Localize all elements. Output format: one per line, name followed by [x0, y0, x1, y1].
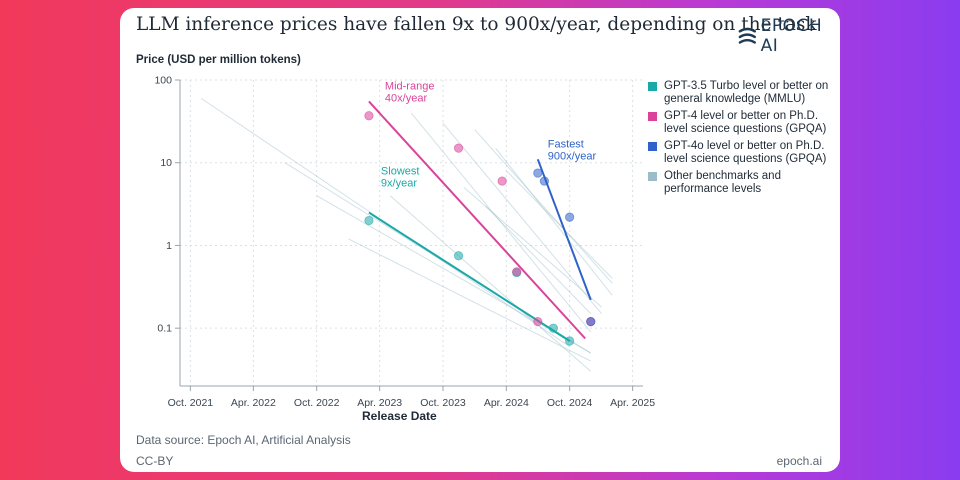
data-point-mmlu	[548, 323, 558, 333]
data-point-gpqa_gpt4	[364, 111, 374, 121]
epoch-logo-icon	[738, 27, 757, 44]
data-point-gpqa_gpt4o	[565, 212, 575, 222]
chart-svg: 100 10 1 0.1 Oct. 2021 Apr. 2022 Oct. 2022 Apr.…	[154, 75, 655, 409]
y-tick-label: 100	[154, 75, 172, 87]
legend-swatch-other	[648, 172, 657, 181]
legend-label-mmlu: GPT-3.5 Turbo level or better on general…	[664, 80, 829, 105]
grid-layer	[180, 79, 643, 386]
data-point-gpqa_gpt4o	[586, 317, 596, 327]
legend: GPT-3.5 Turbo level or better on general…	[648, 80, 838, 200]
legend-item-gpqa-gpt4o: GPT-4o level or better on Ph.D. level sc…	[648, 140, 838, 165]
chart-card: LLM inference prices have fallen 9x to 9…	[120, 8, 840, 472]
y-tick-label: 0.1	[157, 323, 172, 335]
data-point-gpqa_gpt4	[533, 317, 543, 327]
data-point-gpqa_gpt4	[497, 176, 507, 186]
other-trend-line	[463, 187, 602, 308]
point-layer	[364, 111, 596, 346]
other-trend-line	[474, 129, 613, 284]
data-point-gpqa_gpt4o	[533, 168, 543, 178]
trend-annotation-mmlu: Slowest	[381, 166, 420, 178]
other-trend-line	[505, 170, 613, 279]
trend-line-gpqa_gpt4	[368, 100, 586, 340]
data-point-gpqa_gpt4	[453, 143, 464, 153]
legend-label-gpqa-gpt4o: GPT-4o level or better on Ph.D. level sc…	[664, 140, 827, 165]
other-trend-line	[348, 238, 591, 362]
x-tick-label: Oct. 2021	[168, 397, 214, 408]
other-trend-line	[410, 112, 592, 333]
other-trend-line	[485, 205, 592, 314]
legend-label-gpqa-gpt4: GPT-4 level or better on Ph.D. level sci…	[664, 110, 827, 135]
trend-annotation-gpqa_gpt4o: 900x/year	[548, 150, 597, 162]
y-tick-label: 10	[160, 157, 172, 169]
logo-text: EPOCH AI	[760, 16, 823, 56]
other-trend-line	[495, 147, 613, 296]
legend-item-mmlu: GPT-3.5 Turbo level or better on general…	[648, 80, 838, 105]
site-link[interactable]: epoch.ai	[776, 454, 822, 468]
legend-label-other: Other benchmarks and performance levels	[664, 170, 781, 195]
x-tick-label: Apr. 2023	[357, 397, 402, 408]
other-trend-line	[389, 195, 592, 372]
y-tick-label: 1	[166, 240, 172, 252]
legend-item-other: Other benchmarks and performance levels	[648, 170, 838, 195]
x-tick-label: Oct. 2024	[547, 397, 593, 408]
data-point-gpqa_gpt4o	[539, 176, 549, 186]
legend-swatch-mmlu	[648, 82, 657, 91]
legend-swatch-gpqa-gpt4	[648, 112, 657, 121]
legend-item-gpqa-gpt4: GPT-4 level or better on Ph.D. level sci…	[648, 110, 838, 135]
legend-swatch-gpqa-gpt4o	[648, 142, 657, 151]
x-tick-label: Oct. 2023	[420, 397, 466, 408]
x-axis-label: Release Date	[362, 409, 437, 423]
license: CC-BY	[136, 454, 174, 468]
data-source: Data source: Epoch AI, Artificial Analys…	[136, 433, 351, 447]
epoch-logo[interactable]: EPOCH AI	[738, 16, 840, 56]
trend-annotation-gpqa_gpt4: 40x/year	[385, 92, 428, 104]
x-tick-label: Apr. 2024	[484, 397, 529, 408]
data-point-mmlu	[565, 336, 575, 346]
x-tick-label: Oct. 2022	[294, 397, 340, 408]
data-point-mmlu	[364, 215, 374, 226]
x-tick-label: Apr. 2022	[231, 397, 276, 408]
trend-annotation-gpqa_gpt4o: Fastest	[548, 138, 584, 150]
data-point-mmlu	[453, 251, 464, 261]
chart-title: LLM inference prices have fallen 9x to 9…	[136, 14, 817, 35]
data-point-gpqa_gpt4	[512, 267, 522, 277]
y-axis-label: Price (USD per million tokens)	[136, 54, 301, 66]
trend-annotation-gpqa_gpt4: Mid-range	[385, 80, 435, 92]
other-trend-line	[442, 122, 602, 314]
other-trend-line	[316, 195, 591, 354]
axis-layer: 100 10 1 0.1 Oct. 2021 Apr. 2022 Oct. 2022 Apr.…	[154, 75, 655, 409]
trend-annotation-mmlu: 9x/year	[381, 178, 417, 190]
x-tick-label: Apr. 2025	[610, 397, 655, 408]
